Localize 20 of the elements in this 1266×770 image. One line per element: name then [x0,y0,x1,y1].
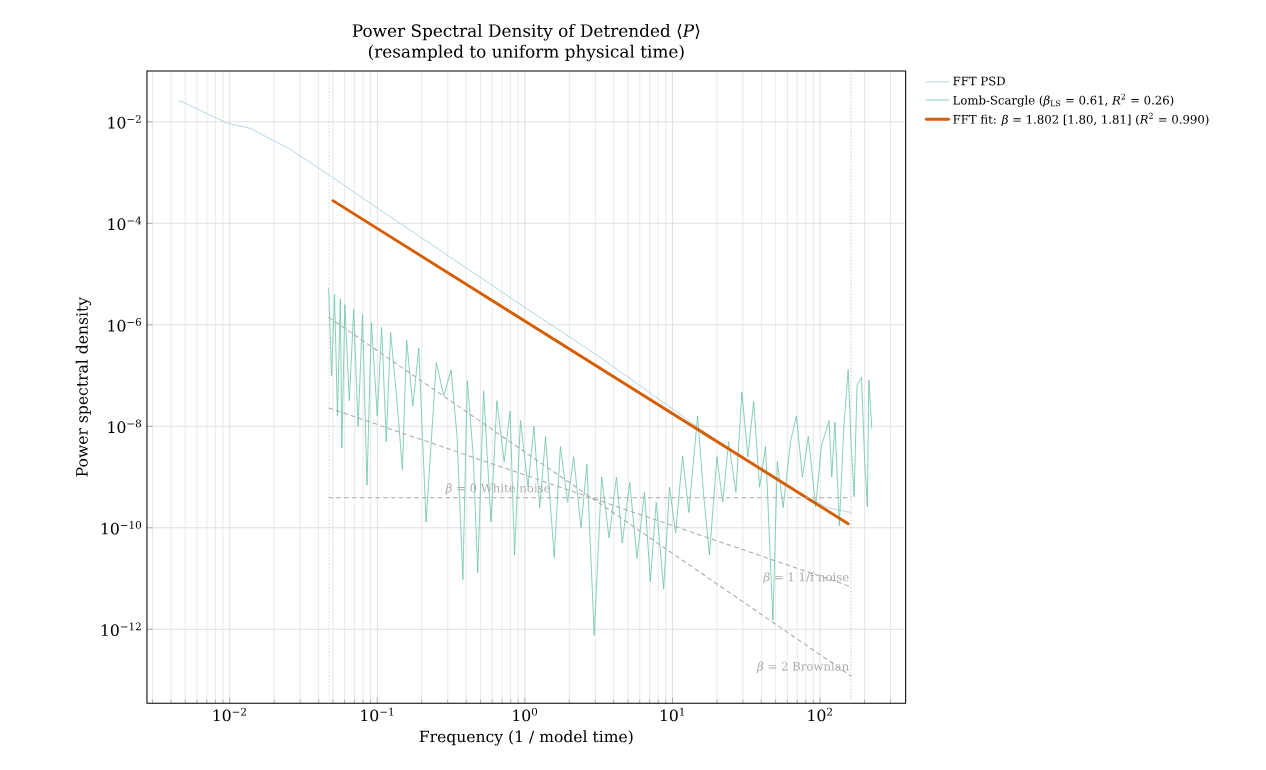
x-tick-label: 10$^{0}$ [513,707,538,722]
x-tick-label: 10$^{1}$ [660,707,684,722]
x-tick-label: 10$^{2}$ [808,707,832,722]
y-tick-label: 10$^{−8}$ [108,419,142,433]
legend-label: FFT fit: β = 1.802 [1.80, 1.81] (R$^{2}$ = 0.990) [953,112,1209,126]
x-tick-label: 10$^{−1}$ [361,707,394,722]
y-axis-title: Power spectral density [75,296,92,477]
series-label: β = 1 1/f noise [763,572,849,584]
chart-subtitle: (resampled to uniform physical time) [368,44,684,62]
y-tick-label: 10$^{−2}$ [108,114,141,129]
x-axis-title: Frequency (1 / model time) [419,730,633,746]
x-tick-label: 10$^{−2}$ [213,707,246,722]
legend-label: Lomb-Scargle (β$_{LS}$ = 0.61, R$^{2}$ = 0.26) [953,93,1174,107]
y-tick-label: 10$^{−4}$ [108,216,142,230]
y-tick-label: 10$^{−6}$ [108,317,142,332]
chart-title: Power Spectral Density of Detrended ⟨P⟩ [352,23,700,41]
series-label: β = 2 Brownian [756,661,849,673]
y-tick-label: 10$^{−12}$ [101,622,141,636]
y-tick-label: 10$^{−10}$ [101,520,142,535]
legend-label: FFT PSD [953,76,1005,86]
